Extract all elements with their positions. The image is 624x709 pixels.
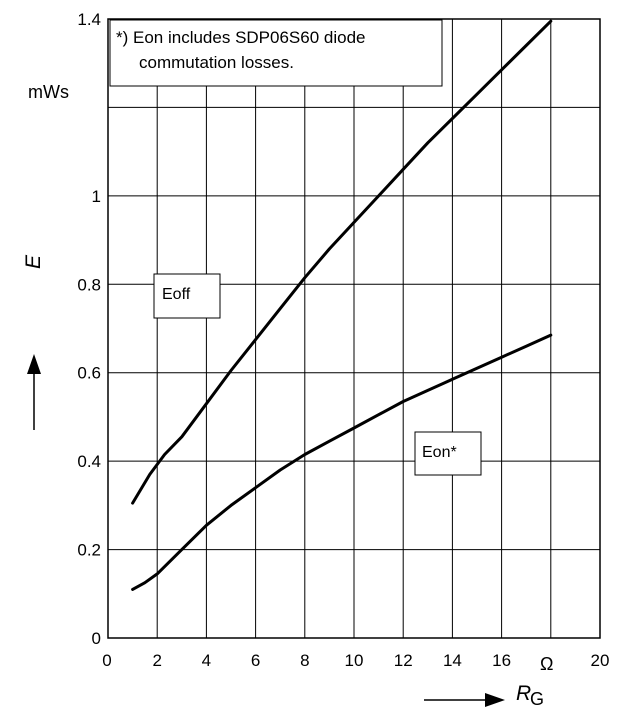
grid xyxy=(108,19,600,638)
x-tick-label: 4 xyxy=(202,651,211,670)
x-axis-title: R xyxy=(516,682,531,705)
y-tick-label: 0.8 xyxy=(77,275,101,294)
x-tick-label: 6 xyxy=(251,651,260,670)
y-unit-label: mWs xyxy=(28,82,69,102)
x-tick-label: 0 xyxy=(102,651,111,670)
x-tick-label: 12 xyxy=(394,651,413,670)
x-tick-label: 20 xyxy=(591,651,610,670)
x-unit-label: Ω xyxy=(540,654,553,674)
eon-series-label: Eon* xyxy=(422,444,457,461)
note-line-1: *) Eon includes SDP06S60 diode xyxy=(116,28,366,47)
tick-labels: 0 2 4 6 8 10 12 14 16 20 0 0.2 0.4 0.6 0.8 1 1.4 xyxy=(77,10,609,670)
eon-label-box xyxy=(414,431,482,476)
x-tick-label: 14 xyxy=(443,651,462,670)
y-axis-arrow xyxy=(27,354,41,430)
x-tick-label: 10 xyxy=(345,651,364,670)
note-line-2: commutation losses. xyxy=(139,53,294,72)
series-line-eon xyxy=(131,333,553,591)
y-tick-label: 0 xyxy=(92,629,101,648)
y-axis-title: E xyxy=(22,254,45,269)
x-axis-arrow xyxy=(424,693,505,707)
eoff-label-box xyxy=(153,273,221,319)
x-tick-label: 2 xyxy=(152,651,161,670)
y-tick-label: 0.2 xyxy=(77,541,101,560)
x-tick-label: 8 xyxy=(300,651,309,670)
series-lines xyxy=(131,19,553,591)
eoff-series-label: Eoff xyxy=(162,286,191,303)
y-tick-label: 0.4 xyxy=(77,452,101,471)
series-line-eoff xyxy=(131,19,553,505)
y-tick-label: 1 xyxy=(92,187,101,206)
x-tick-label: 16 xyxy=(492,651,511,670)
note-box xyxy=(109,19,443,87)
y-tick-label: 1.4 xyxy=(77,10,101,29)
x-axis-title-subscript: G xyxy=(530,689,544,709)
y-tick-label: 0.6 xyxy=(77,364,101,383)
plot-frame xyxy=(107,18,601,639)
